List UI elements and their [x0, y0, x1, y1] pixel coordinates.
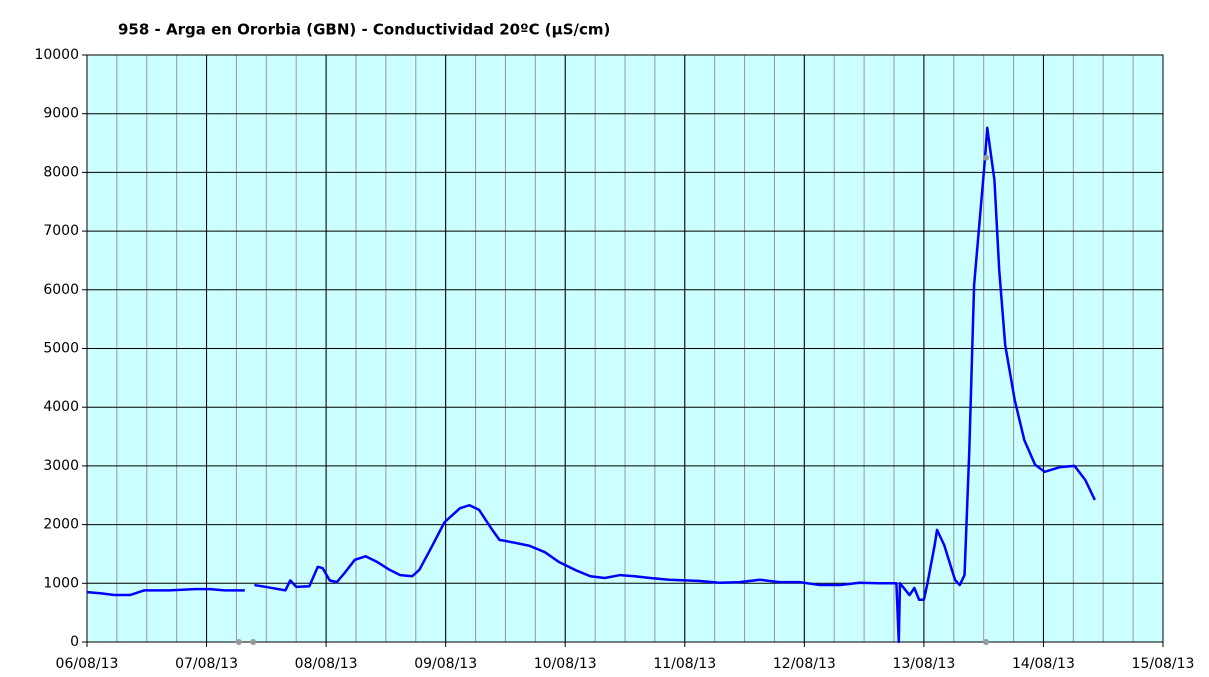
y-tick-label: 9000 — [43, 106, 79, 122]
marker — [983, 639, 990, 645]
y-tick-label: 10000 — [34, 47, 79, 63]
y-tick-label: 8000 — [43, 164, 79, 180]
x-tick-label: 07/08/13 — [175, 656, 238, 672]
x-tick-label: 10/08/13 — [534, 656, 597, 672]
x-tick-label: 09/08/13 — [414, 656, 477, 672]
y-tick-label: 4000 — [43, 399, 79, 415]
x-tick-label: 14/08/13 — [1012, 656, 1075, 672]
y-tick-label: 6000 — [43, 282, 79, 298]
chart-title: 958 - Arga en Ororbia (GBN) - Conductivi… — [118, 21, 610, 39]
y-tick-label: 0 — [70, 634, 79, 650]
x-tick-label: 11/08/13 — [653, 656, 716, 672]
x-tick-label: 15/08/13 — [1132, 656, 1195, 672]
y-tick-label: 3000 — [43, 458, 79, 474]
marker — [250, 639, 257, 645]
x-tick-label: 12/08/13 — [773, 656, 836, 672]
marker — [235, 639, 242, 645]
y-tick-label: 5000 — [43, 341, 79, 357]
x-tick-label: 06/08/13 — [56, 656, 119, 672]
y-tick-label: 7000 — [43, 223, 79, 239]
y-tick-label: 2000 — [43, 517, 79, 533]
marker — [983, 154, 990, 161]
y-tick-label: 1000 — [43, 575, 79, 591]
x-tick-label: 08/08/13 — [295, 656, 358, 672]
x-tick-label: 13/08/13 — [892, 656, 955, 672]
series-line — [86, 126, 1096, 644]
